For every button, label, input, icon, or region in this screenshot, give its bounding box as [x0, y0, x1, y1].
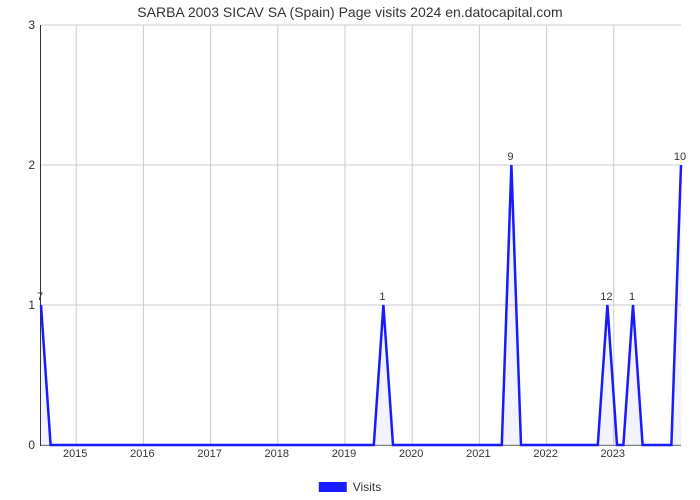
value-label: 12	[600, 291, 612, 303]
value-label: 7	[37, 291, 43, 303]
x-tick-label: 2021	[466, 448, 490, 460]
plot-area	[40, 25, 681, 446]
chart-container: SARBA 2003 SICAV SA (Spain) Page visits …	[0, 0, 700, 500]
x-tick-label: 2023	[601, 448, 625, 460]
x-tick-label: 2016	[130, 448, 154, 460]
value-label: 10	[674, 151, 686, 163]
legend-swatch	[319, 482, 347, 492]
x-tick-label: 2019	[332, 448, 356, 460]
value-label: 9	[507, 151, 513, 163]
chart-title: SARBA 2003 SICAV SA (Spain) Page visits …	[0, 4, 700, 20]
y-tick-label: 1	[5, 298, 35, 312]
legend-label: Visits	[353, 480, 381, 494]
value-label: 1	[379, 291, 385, 303]
value-label: 1	[629, 291, 635, 303]
x-tick-label: 2015	[63, 448, 87, 460]
line-chart-svg	[41, 25, 681, 445]
y-tick-label: 3	[5, 18, 35, 32]
legend: Visits	[319, 480, 381, 494]
y-tick-label: 0	[5, 438, 35, 452]
x-tick-label: 2022	[533, 448, 557, 460]
y-tick-label: 2	[5, 158, 35, 172]
x-tick-label: 2020	[399, 448, 423, 460]
x-tick-label: 2017	[197, 448, 221, 460]
x-tick-label: 2018	[265, 448, 289, 460]
